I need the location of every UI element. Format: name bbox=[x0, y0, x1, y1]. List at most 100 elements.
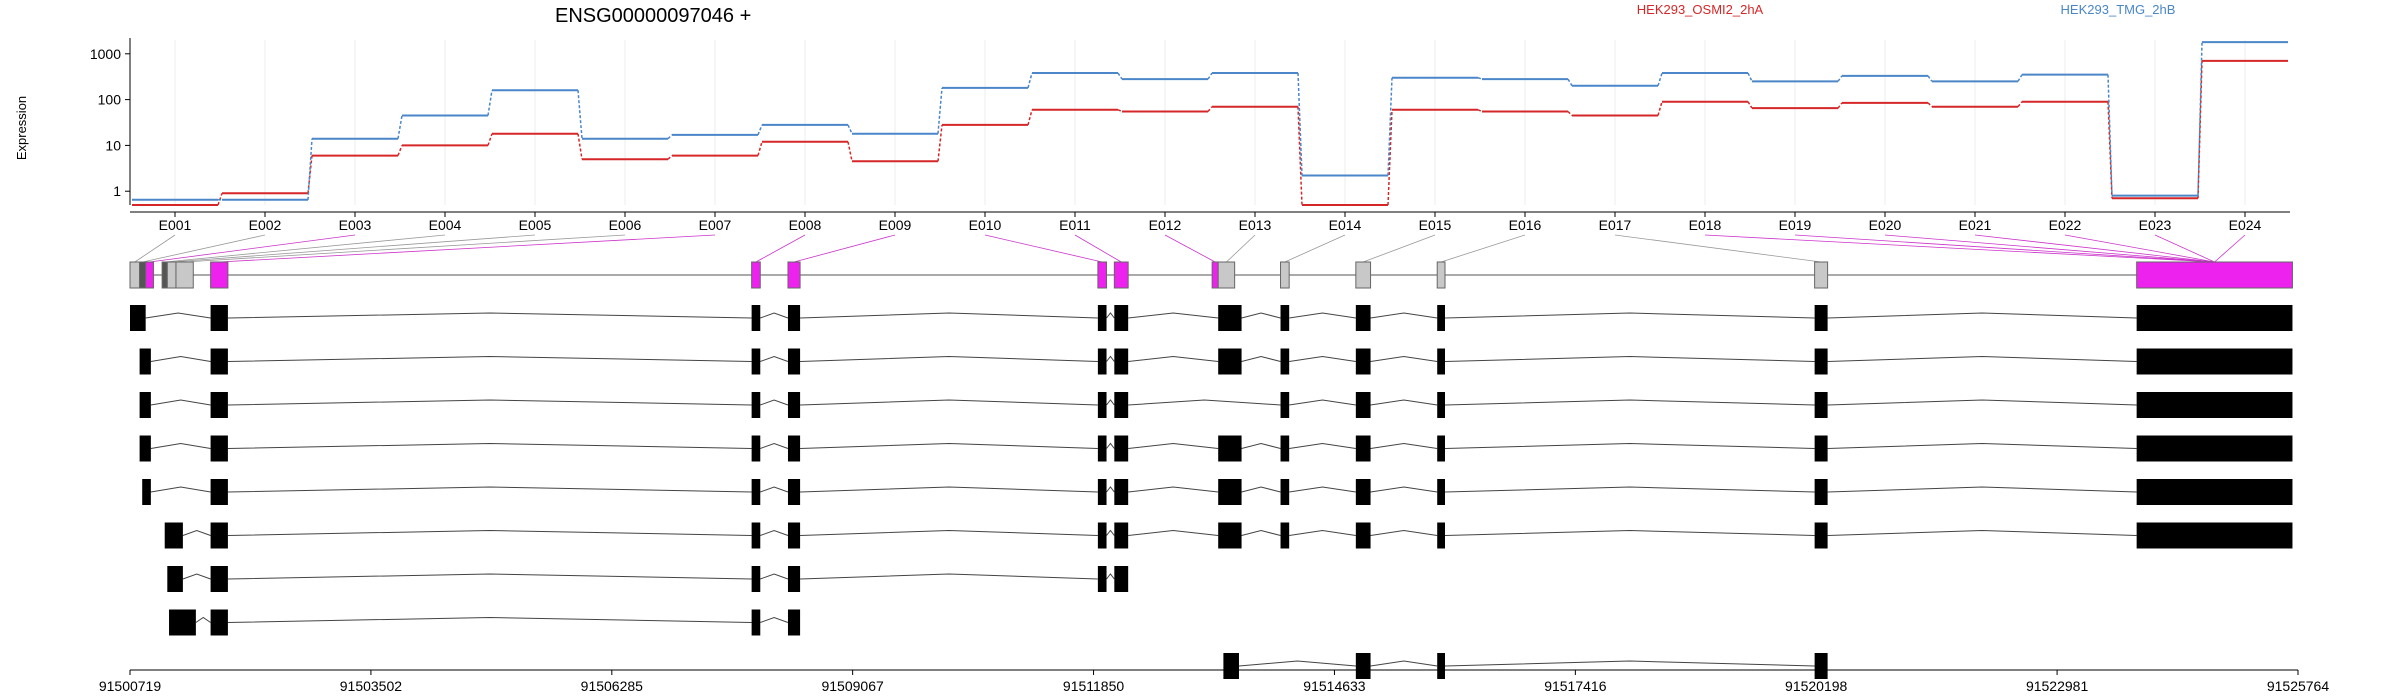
exon-block-e001 bbox=[129, 261, 141, 289]
x-tick-label: E006 bbox=[609, 217, 642, 233]
transcript-intron bbox=[800, 312, 1098, 319]
x-tick-label: E014 bbox=[1329, 217, 1362, 233]
transcript-intron bbox=[227, 399, 752, 406]
transcript-intron bbox=[1106, 486, 1115, 493]
transcript-exon bbox=[751, 479, 761, 505]
transcript-intron bbox=[1289, 399, 1356, 406]
series-1-step bbox=[2017, 74, 2023, 82]
transcript-intron bbox=[227, 442, 752, 449]
transcript-intron bbox=[800, 486, 1098, 493]
exon-connector bbox=[1226, 234, 1256, 263]
x-tick-label: E016 bbox=[1509, 217, 1542, 233]
transcript-intron bbox=[1241, 312, 1281, 319]
exon-connector bbox=[1704, 234, 2215, 263]
transcript-intron bbox=[1128, 529, 1219, 536]
transcript-intron bbox=[1827, 529, 2137, 536]
transcript-intron bbox=[1238, 660, 1356, 667]
transcript-exon bbox=[210, 566, 228, 592]
genome-tick-label: 91522981 bbox=[2026, 678, 2089, 694]
transcript-exon bbox=[167, 566, 183, 592]
transcript-exon bbox=[2136, 435, 2293, 462]
transcript-exon bbox=[210, 435, 228, 462]
transcript-exon bbox=[1280, 305, 1290, 331]
genome-tick-label: 91511850 bbox=[1063, 678, 1124, 694]
series-1-step bbox=[1927, 75, 1933, 82]
exon-block-e008 bbox=[751, 261, 761, 289]
exon-connector bbox=[984, 234, 1103, 263]
exon-block-e017 bbox=[1814, 261, 1829, 289]
series-1-step bbox=[667, 134, 673, 140]
x-tick-label: E017 bbox=[1599, 217, 1632, 233]
series-1-step bbox=[1567, 78, 1573, 87]
exon-connector bbox=[184, 234, 626, 263]
transcript-exon bbox=[2136, 479, 2293, 505]
genome-tick-label: 91517416 bbox=[1544, 678, 1607, 694]
transcript-exon bbox=[751, 522, 761, 549]
transcript-intron bbox=[800, 399, 1098, 406]
transcript-intron bbox=[1370, 660, 1438, 667]
transcript-exon bbox=[139, 348, 151, 375]
x-tick-label: E022 bbox=[2049, 217, 2082, 233]
transcript-exon bbox=[139, 392, 151, 418]
series-1-step bbox=[487, 90, 493, 116]
transcript-exon bbox=[751, 348, 761, 375]
x-tick-label: E007 bbox=[699, 217, 732, 233]
transcript-exon bbox=[1280, 392, 1290, 418]
transcript-exon bbox=[787, 392, 801, 418]
transcript-exon bbox=[1437, 522, 1445, 549]
transcript-intron bbox=[1241, 355, 1281, 362]
x-tick-label: E001 bbox=[159, 217, 192, 233]
transcript-exon bbox=[1097, 348, 1107, 375]
transcript-exon bbox=[1114, 348, 1129, 375]
series-0-step bbox=[1117, 109, 1123, 113]
transcript-exon bbox=[1114, 305, 1129, 331]
series-1-step bbox=[397, 115, 403, 139]
transcript-intron bbox=[1128, 399, 1281, 406]
x-tick-label: E019 bbox=[1779, 217, 1812, 233]
transcript-exon bbox=[210, 522, 228, 549]
transcript-exon bbox=[787, 609, 801, 636]
genome-axis: 91500719 91503502 91506285 91509067 91511850… bbox=[99, 669, 2329, 694]
exon-connector bbox=[1884, 234, 2215, 263]
exon-block-e002 bbox=[139, 261, 147, 289]
transcript-intron bbox=[1289, 355, 1356, 362]
transcript-intron bbox=[1289, 529, 1356, 536]
transcript-exon bbox=[1097, 479, 1107, 505]
x-tick-label: E009 bbox=[879, 217, 912, 233]
exon-connector bbox=[171, 234, 536, 263]
exon-connector bbox=[1164, 234, 1216, 263]
transcript-exon bbox=[1280, 522, 1290, 549]
transcript-exon bbox=[787, 348, 801, 375]
transcript-exon bbox=[751, 305, 761, 331]
series-1-step bbox=[757, 124, 763, 136]
transcript-exon bbox=[787, 305, 801, 331]
transcript-exon bbox=[1814, 653, 1828, 679]
transcript-exon bbox=[1280, 348, 1290, 375]
transcript-intron bbox=[150, 399, 211, 406]
series-0-step bbox=[1657, 101, 1663, 116]
series-0-step bbox=[667, 155, 673, 160]
exon-block-e004 bbox=[161, 261, 168, 289]
series-1-step bbox=[847, 124, 853, 135]
transcript-intron bbox=[1106, 442, 1115, 449]
genome-tick-label: 91506285 bbox=[581, 678, 644, 694]
transcript-intron bbox=[760, 529, 789, 536]
transcript-exon bbox=[210, 392, 228, 418]
exon-block-e011 bbox=[1113, 261, 1129, 289]
transcript-exon bbox=[1223, 653, 1239, 679]
transcript-intron bbox=[1444, 529, 1815, 536]
exon-track bbox=[129, 261, 2293, 289]
transcript-exon bbox=[210, 305, 228, 331]
transcript-exon bbox=[1355, 348, 1371, 375]
exon-connector bbox=[1974, 234, 2215, 263]
transcript-exon bbox=[1437, 435, 1445, 462]
series-0-step bbox=[757, 141, 763, 156]
y-tick-label: 1 bbox=[113, 183, 121, 199]
transcript-intron bbox=[1444, 660, 1815, 667]
chart-title: ENSG00000097046 + bbox=[555, 5, 751, 27]
transcript-intron bbox=[1444, 442, 1815, 449]
series-1-step bbox=[1297, 73, 1303, 176]
genome-tick-label: 91514633 bbox=[1303, 678, 1366, 694]
x-tick-label: E002 bbox=[249, 217, 282, 233]
